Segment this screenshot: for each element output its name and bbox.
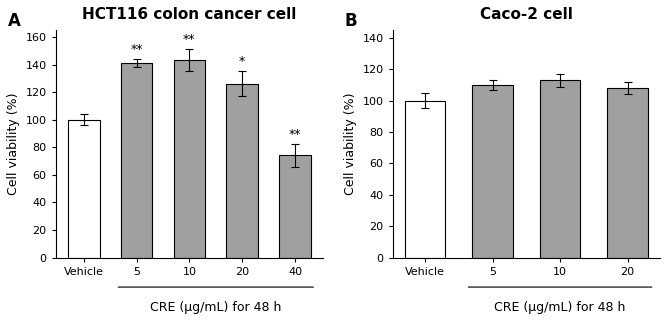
Text: B: B <box>344 12 357 30</box>
Bar <box>279 155 311 257</box>
Text: *: * <box>239 55 245 68</box>
Title: HCT116 colon cancer cell: HCT116 colon cancer cell <box>82 7 297 22</box>
Bar <box>121 63 152 257</box>
Bar <box>226 84 258 257</box>
Y-axis label: Cell viability (%): Cell viability (%) <box>7 93 20 195</box>
Text: CRE (μg/mL) for 48 h: CRE (μg/mL) for 48 h <box>494 301 626 314</box>
Bar <box>472 85 513 257</box>
Title: Caco-2 cell: Caco-2 cell <box>480 7 573 22</box>
Bar <box>68 120 99 257</box>
Y-axis label: Cell viability (%): Cell viability (%) <box>344 93 357 195</box>
Bar <box>540 80 580 257</box>
Text: **: ** <box>289 128 301 141</box>
Bar <box>173 60 205 257</box>
Bar <box>608 88 648 257</box>
Bar <box>405 101 446 257</box>
Text: A: A <box>7 12 21 30</box>
Text: **: ** <box>183 33 195 46</box>
Text: **: ** <box>130 43 143 56</box>
Text: CRE (μg/mL) for 48 h: CRE (μg/mL) for 48 h <box>150 301 281 314</box>
